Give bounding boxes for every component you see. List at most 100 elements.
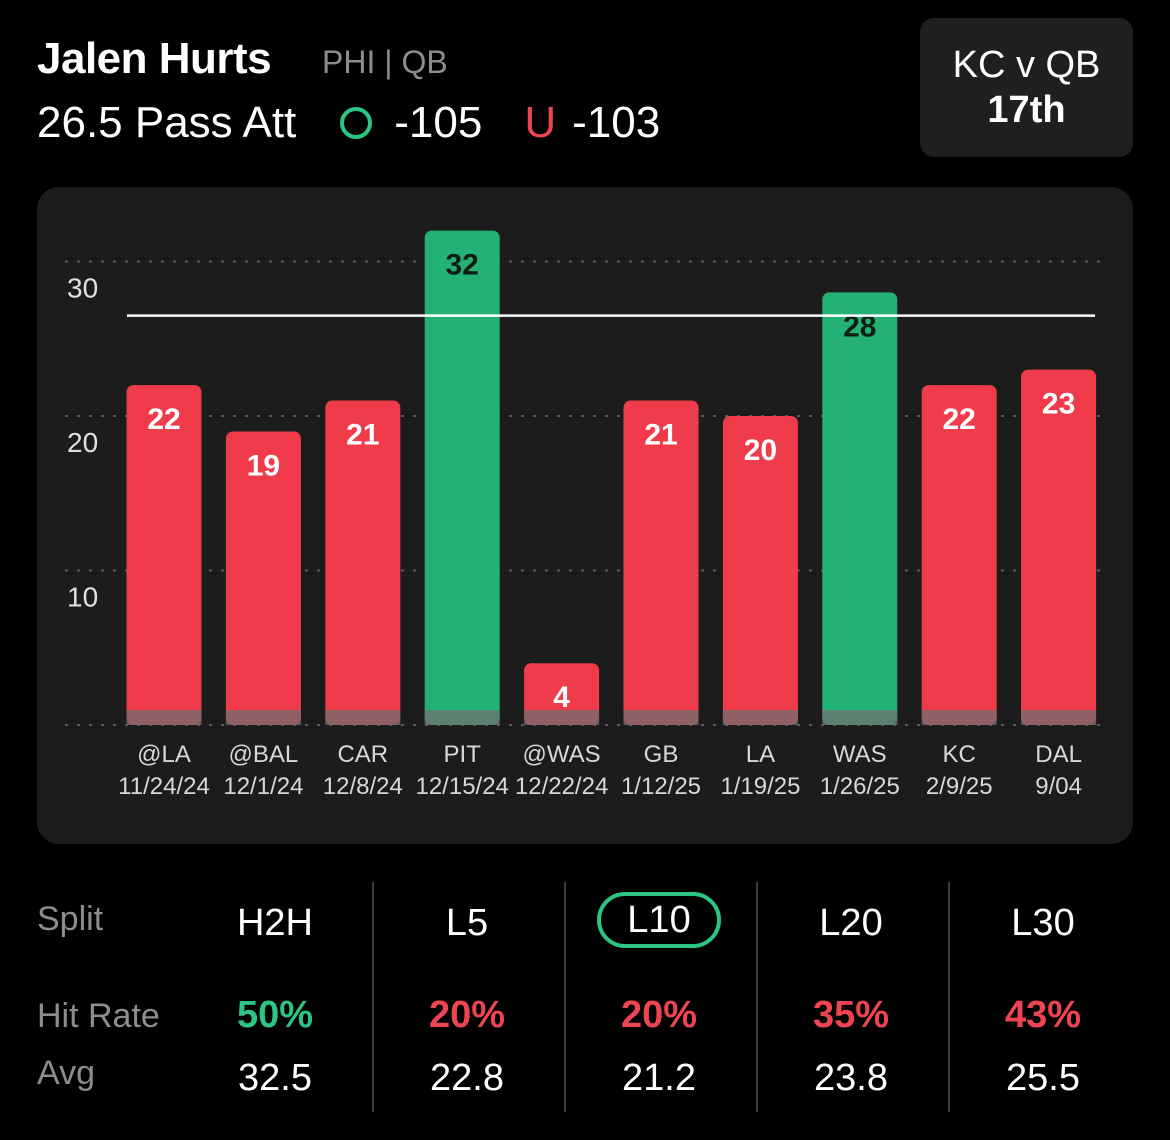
bar-value-label: 23 (1042, 388, 1075, 421)
x-tick-date: 12/1/24 (223, 773, 303, 800)
bar-pit[interactable]: 32 (424, 230, 500, 725)
bar-base (822, 710, 898, 725)
avg-row-label: Avg (37, 1054, 95, 1092)
avg-value: 21.2 (622, 1057, 696, 1099)
column-divider (372, 882, 374, 1112)
avg-value: 25.5 (1006, 1057, 1080, 1099)
over-odds[interactable]: -105 (394, 98, 483, 147)
bar-base (424, 710, 500, 725)
splits-table: Split Hit Rate Avg H2H 50% 32.5 L5 20% 22.8 L1… (0, 860, 1170, 1140)
split-row-label: Split (37, 900, 104, 938)
bar-value-label: 19 (247, 449, 280, 482)
x-tick-opponent: @LA (137, 741, 191, 768)
x-tick-date: 11/24/24 (118, 773, 210, 800)
x-tick-date: 9/04 (1035, 773, 1082, 800)
x-tick-opponent: PIT (444, 741, 482, 768)
bar-base (722, 710, 798, 725)
avg-value: 32.5 (238, 1057, 312, 1099)
split-column-l5[interactable]: L5 20% 22.8 (372, 882, 562, 1112)
prop-line: 26.5 Pass Att (37, 98, 297, 147)
bar-kc[interactable]: 22 (921, 385, 997, 725)
x-tick-date: 2/9/25 (926, 773, 993, 800)
split-column-l10[interactable]: L10 20% 21.2 (564, 882, 754, 1112)
bar-base (921, 710, 997, 725)
split-column-l20[interactable]: L20 35% 23.8 (756, 882, 946, 1112)
hit-rate-value: 50% (236, 994, 314, 1036)
team-position: PHI | QB (322, 44, 448, 80)
x-tick-opponent: LA (746, 741, 775, 768)
bar-base (524, 710, 600, 725)
split-tab-l10[interactable]: L10 (564, 892, 754, 948)
split-tab-l5[interactable]: L5 (445, 902, 489, 944)
bar-dal[interactable]: 23 (1021, 369, 1097, 725)
bar-at-la[interactable]: 22 (126, 385, 202, 725)
hit-rate-value: 43% (1004, 994, 1082, 1036)
bar-value-label: 22 (147, 403, 180, 436)
matchup-label: KC v QB (952, 43, 1101, 86)
bar-rect[interactable] (424, 230, 500, 725)
split-tab-h2h[interactable]: H2H (236, 902, 314, 944)
y-tick-label: 10 (67, 582, 98, 613)
bar-base (325, 710, 401, 725)
matchup-rank: 17th (987, 88, 1066, 131)
bar-rect[interactable] (126, 385, 202, 725)
bar-at-was[interactable]: 4 (524, 663, 600, 725)
prop-line-row: 26.5 Pass Att -105 U -103 (37, 98, 660, 148)
bar-base (623, 710, 699, 725)
avg-value: 22.8 (430, 1057, 504, 1099)
split-tab-l30[interactable]: L30 (1011, 902, 1075, 944)
bar-at-bal[interactable]: 19 (225, 431, 301, 725)
hit-rate-row-label: Hit Rate (37, 997, 160, 1035)
bar-value-label: 20 (744, 434, 777, 467)
player-name: Jalen Hurts (37, 34, 272, 83)
bar-la[interactable]: 20 (722, 416, 798, 725)
x-tick-opponent: WAS (833, 741, 887, 768)
split-column-l30[interactable]: L30 43% 25.5 (948, 882, 1138, 1112)
bar-gb[interactable]: 21 (623, 400, 699, 725)
x-tick-opponent: GB (644, 741, 679, 768)
bar-base (1021, 710, 1097, 725)
bar-value-label: 4 (553, 681, 570, 714)
bar-chart: 10 20 30 22 @LA 11/24/24 19 @BAL 12/1/24 21 CAR 12/… (65, 230, 1103, 800)
split-column-h2h[interactable]: H2H 50% 32.5 (180, 882, 370, 1112)
over-circle-icon[interactable] (340, 107, 373, 139)
x-tick-date: 1/19/25 (720, 773, 800, 800)
bar-rect[interactable] (722, 416, 798, 725)
matchup-card[interactable]: KC v QB 17th (920, 18, 1133, 157)
x-tick-opponent: CAR (337, 741, 388, 768)
bar-rect[interactable] (623, 400, 699, 725)
x-tick-date: 12/22/24 (515, 773, 608, 800)
hit-rate-value: 35% (812, 994, 890, 1036)
bar-rect[interactable] (225, 431, 301, 725)
x-tick-opponent: @BAL (229, 741, 299, 768)
x-tick-date: 12/15/24 (415, 773, 508, 800)
x-tick-date: 12/8/24 (323, 773, 403, 800)
avg-value: 23.8 (814, 1057, 888, 1099)
bar-car[interactable]: 21 (325, 400, 401, 725)
under-icon[interactable]: U (524, 98, 557, 147)
bar-value-label: 21 (644, 419, 677, 452)
bar-rect[interactable] (325, 400, 401, 725)
bar-value-label: 32 (446, 249, 479, 282)
under-odds[interactable]: -103 (572, 98, 661, 147)
bar-rect[interactable] (524, 663, 600, 725)
y-tick-label: 30 (67, 273, 98, 304)
column-divider (948, 882, 950, 1112)
x-tick-date: 1/26/25 (820, 773, 900, 800)
bar-was[interactable]: 28 (822, 292, 898, 725)
split-tab-l20[interactable]: L20 (819, 902, 883, 944)
bar-value-label: 22 (943, 403, 976, 436)
x-tick-date: 1/12/25 (621, 773, 701, 800)
bar-base (126, 710, 202, 725)
bar-rect[interactable] (1021, 369, 1097, 725)
bar-rect[interactable] (921, 385, 997, 725)
bar-base (225, 710, 301, 725)
game-log-chart: 10 20 30 22 @LA 11/24/24 19 @BAL 12/1/24 21 CAR 12/… (37, 187, 1133, 844)
column-divider (564, 882, 566, 1112)
hit-rate-value: 20% (620, 994, 698, 1036)
hit-rate-value: 20% (428, 994, 506, 1036)
column-divider (756, 882, 758, 1112)
bar-rect[interactable] (822, 292, 898, 725)
y-tick-label: 20 (67, 427, 98, 458)
bar-value-label: 21 (346, 419, 379, 452)
